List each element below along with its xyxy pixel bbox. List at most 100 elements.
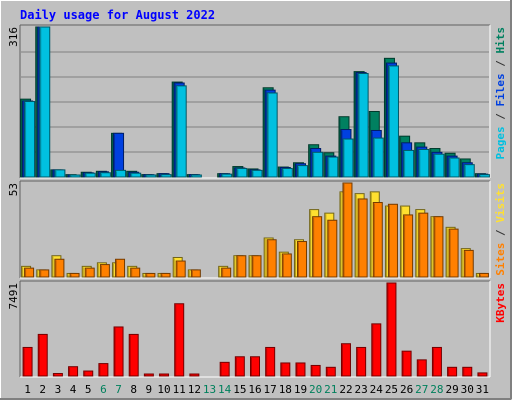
x-axis-day-labels: 1 2 3 4 5 6 7 8 9 10 11 12 13 14 15 16 17 18 19 20 21 22 23 24 2… xyxy=(24,383,489,396)
bar-kbytes-day-26 xyxy=(401,350,412,377)
bar-sites-day-26 xyxy=(403,214,414,278)
bar-sites-day-1 xyxy=(24,267,35,278)
bar-kbytes-day-20 xyxy=(310,364,321,377)
day-label-3: 3 xyxy=(55,383,62,396)
legend-entry: Visits xyxy=(494,183,507,223)
bar-sites-day-15 xyxy=(236,255,247,278)
bar-kbytes-day-16 xyxy=(250,356,260,377)
bar-sites-day-22 xyxy=(342,182,353,278)
bar-kbytes-day-28 xyxy=(431,346,442,377)
bar-sites-day-19 xyxy=(296,241,307,278)
day-label-7: 7 xyxy=(115,383,122,396)
legend-entry: KBytes xyxy=(494,283,507,323)
bar-sites-day-3 xyxy=(54,258,65,278)
bar-sites-day-30 xyxy=(463,249,474,278)
bar-pages-day-8 xyxy=(130,172,142,178)
day-label-14: 14 xyxy=(218,383,232,396)
bar-kbytes-day-25 xyxy=(386,282,397,377)
bar-pages-day-17 xyxy=(266,92,278,178)
bar-sites-day-16 xyxy=(251,255,262,278)
day-label-1: 1 xyxy=(24,383,31,396)
day-label-17: 17 xyxy=(264,383,277,396)
bar-kbytes-day-6 xyxy=(98,363,109,377)
bar-kbytes-day-19 xyxy=(295,362,306,377)
bar-sites-day-14 xyxy=(221,267,232,278)
bar-kbytes-day-8 xyxy=(128,333,139,377)
bar-pages-day-25 xyxy=(387,65,399,178)
bar-pages-day-12 xyxy=(190,174,202,178)
bar-pages-day-27 xyxy=(418,148,430,178)
bar-kbytes-day-31 xyxy=(477,372,488,377)
bar-kbytes-day-24 xyxy=(371,323,382,377)
bar-sites-day-7 xyxy=(115,258,126,278)
day-label-25: 25 xyxy=(385,383,398,396)
day-label-6: 6 xyxy=(100,383,107,396)
day-label-12: 12 xyxy=(188,383,201,396)
bar-kbytes-day-12 xyxy=(189,373,200,377)
bar-sites-day-27 xyxy=(418,212,429,278)
legend-entry: Hits xyxy=(494,27,507,54)
day-label-18: 18 xyxy=(279,383,292,396)
bar-kbytes-day-1 xyxy=(22,346,33,377)
bar-pages-day-14 xyxy=(221,173,233,178)
bar-sites-day-5 xyxy=(84,267,95,278)
bar-kbytes-day-5 xyxy=(83,370,94,377)
bar-pages-day-24 xyxy=(372,137,384,178)
bar-sites-day-24 xyxy=(372,202,383,278)
bar-kbytes-day-14 xyxy=(219,361,230,377)
bar-pages-day-23 xyxy=(357,73,369,178)
bar-pages-day-6 xyxy=(99,172,111,178)
legend-entry: Pages xyxy=(494,126,507,159)
bar-pages-day-16 xyxy=(251,169,263,178)
legend: KBytes xyxy=(494,283,507,323)
bar-kbytes-day-17 xyxy=(265,346,276,377)
day-label-19: 19 xyxy=(294,383,307,396)
bar-pages-day-11 xyxy=(175,85,187,178)
bar-sites-day-2 xyxy=(39,269,50,278)
bar-sites-day-17 xyxy=(266,239,277,278)
bar-kbytes-day-10 xyxy=(159,373,170,377)
y-max-label: 316 xyxy=(7,27,20,47)
bar-pages-day-22 xyxy=(342,138,354,178)
day-label-2: 2 xyxy=(39,383,46,396)
day-label-22: 22 xyxy=(339,383,352,396)
bar-pages-day-31 xyxy=(478,174,490,178)
legend-entry: Sites xyxy=(494,243,507,276)
day-label-28: 28 xyxy=(430,383,443,396)
bar-sites-day-11 xyxy=(175,260,186,278)
day-label-9: 9 xyxy=(146,383,153,396)
legend-entry: / xyxy=(494,54,507,74)
bar-sites-day-4 xyxy=(69,272,80,278)
day-label-8: 8 xyxy=(130,383,137,396)
bar-sites-day-31 xyxy=(478,272,489,278)
panel-sites-visits: 53 Sites / Visits xyxy=(7,180,507,279)
chart-panels: 316 Pages / Files / Hits 53 Sites / Visits 7… xyxy=(7,24,507,378)
bar-kbytes-day-21 xyxy=(325,366,336,377)
bar-pages-day-18 xyxy=(281,167,293,178)
day-label-30: 30 xyxy=(461,383,474,396)
bar-kbytes-day-4 xyxy=(68,366,79,377)
bar-kbytes-day-7 xyxy=(113,326,124,377)
bar-sites-day-10 xyxy=(160,272,171,278)
day-label-4: 4 xyxy=(70,383,77,396)
bar-pages-day-20 xyxy=(312,151,324,178)
day-label-26: 26 xyxy=(400,383,413,396)
bar-sites-day-9 xyxy=(145,272,156,278)
panel-kbytes: 7491 KBytes xyxy=(7,280,507,378)
bar-pages-day-9 xyxy=(145,174,157,178)
day-label-31: 31 xyxy=(476,383,489,396)
bar-pages-day-2 xyxy=(39,26,51,178)
day-label-5: 5 xyxy=(85,383,92,396)
day-label-29: 29 xyxy=(445,383,458,396)
bar-pages-day-15 xyxy=(236,167,248,178)
legend: Pages / Files / Hits xyxy=(494,27,507,160)
day-label-24: 24 xyxy=(370,383,384,396)
bar-sites-day-23 xyxy=(357,198,368,278)
day-label-27: 27 xyxy=(415,383,428,396)
bar-kbytes-day-27 xyxy=(416,359,427,377)
bar-pages-day-10 xyxy=(160,174,172,178)
bar-pages-day-1 xyxy=(24,101,36,178)
day-label-21: 21 xyxy=(324,383,337,396)
bar-kbytes-day-29 xyxy=(447,366,458,377)
